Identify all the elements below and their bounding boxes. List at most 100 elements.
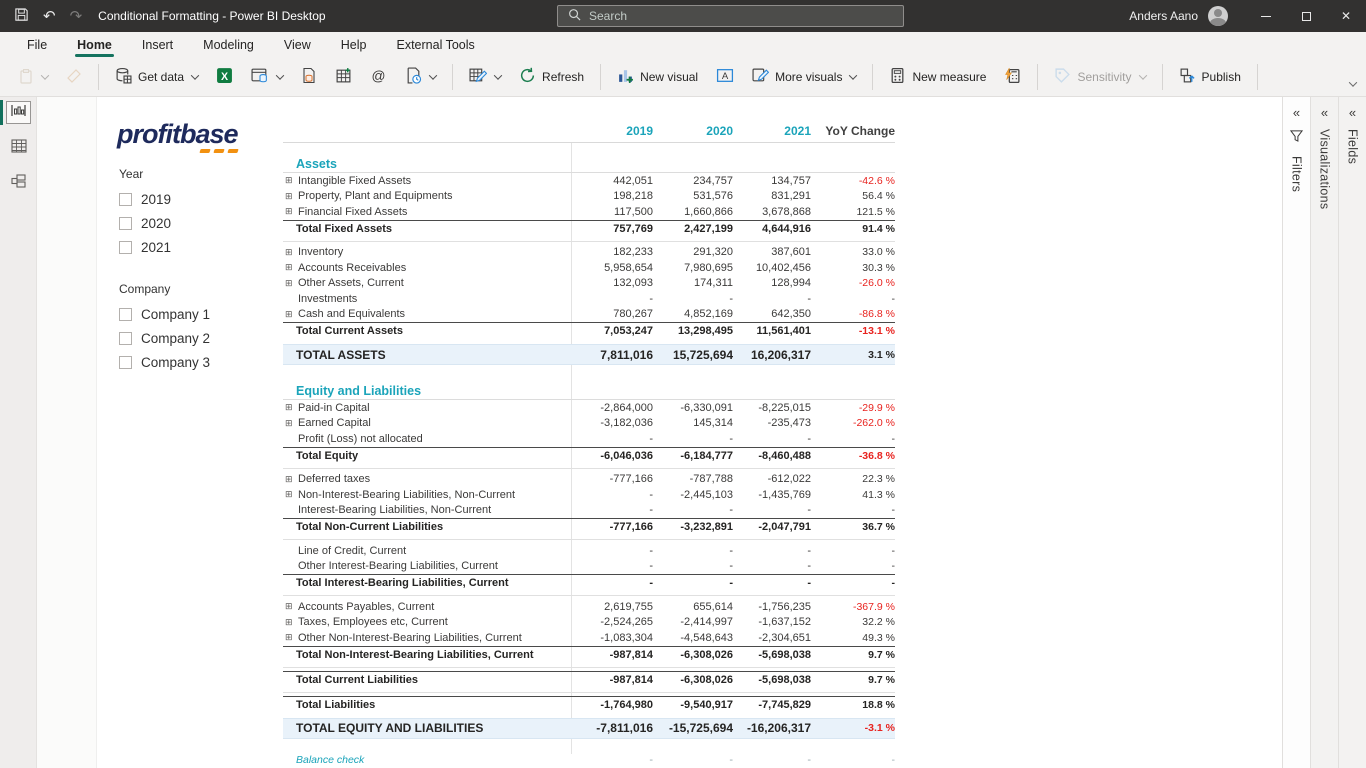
close-button[interactable]: ✕: [1340, 9, 1352, 23]
column-header-yoy-change[interactable]: YoY Change: [825, 124, 895, 138]
matrix-row-other-non-interest-bearing-liabilities-current[interactable]: ⊞ Other Non-Interest-Bearing Liabilities,…: [283, 630, 895, 646]
menu-tab-modeling[interactable]: Modeling: [203, 38, 254, 52]
model-view-button[interactable]: [6, 172, 31, 195]
text-box-button[interactable]: A: [708, 62, 742, 92]
user-name[interactable]: Anders Aano: [1129, 9, 1198, 23]
checkbox[interactable]: [119, 355, 132, 369]
matrix-row-total-current-assets[interactable]: Total Current Assets 7,053,247 13,298,495 1…: [283, 322, 895, 339]
matrix-row-line-of-credit-current[interactable]: Line of Credit, Current - - - -: [283, 543, 895, 559]
more-visuals-button[interactable]: More visuals: [744, 62, 864, 92]
expand-visualizations-icon[interactable]: «: [1320, 105, 1329, 120]
matrix-row-non-interest-bearing-liabilities-non-current[interactable]: ⊞ Non-Interest-Bearing Liabilities, Non-C…: [283, 487, 895, 503]
matrix-row-total-fixed-assets[interactable]: Total Fixed Assets 757,769 2,427,199 4,644,…: [283, 219, 895, 237]
search-input[interactable]: [589, 9, 849, 23]
data-hub-button[interactable]: [243, 62, 291, 92]
slicer-option[interactable]: 2019: [119, 187, 269, 211]
checkbox[interactable]: [119, 307, 132, 321]
matrix-row-other-assets-current[interactable]: ⊞ Other Assets, Current 132,093 174,311 128,…: [283, 276, 895, 292]
expand-icon[interactable]: ⊞: [285, 262, 293, 273]
expand-icon[interactable]: ⊞: [285, 308, 293, 319]
matrix-row-taxes-employees-etc-current[interactable]: ⊞ Taxes, Employees etc, Current -2,524,265…: [283, 615, 895, 631]
publish-button[interactable]: Publish: [1171, 62, 1249, 92]
expand-filters-icon[interactable]: «: [1292, 105, 1301, 120]
checkbox[interactable]: [119, 192, 132, 206]
save-icon[interactable]: [14, 7, 29, 26]
menu-tab-help[interactable]: Help: [340, 38, 367, 52]
report-view-button[interactable]: [6, 101, 31, 124]
checkbox[interactable]: [119, 240, 132, 254]
undo-icon[interactable]: ↶: [43, 8, 56, 25]
matrix-row-financial-fixed-assets[interactable]: ⊞ Financial Fixed Assets 117,500 1,660,866 3…: [283, 204, 895, 220]
matrix-row-total-equity[interactable]: Total Equity -6,046,036 -6,184,777 -8,460,4…: [283, 446, 895, 464]
excel-workbook-button[interactable]: X: [208, 62, 241, 92]
matrix-row-property-plant-and-equipments[interactable]: ⊞ Property, Plant and Equipments 198,218 53…: [283, 189, 895, 205]
matrix-row-cash-and-equivalents[interactable]: ⊞ Cash and Equivalents 780,267 4,852,169 642…: [283, 307, 895, 323]
refresh-button[interactable]: Refresh: [511, 62, 592, 92]
enter-data-button[interactable]: [293, 62, 325, 92]
expand-icon[interactable]: ⊞: [285, 632, 293, 643]
slicer-option[interactable]: Company 3: [119, 350, 269, 374]
menu-tab-external-tools[interactable]: External Tools: [396, 38, 475, 52]
expand-icon[interactable]: ⊞: [285, 417, 293, 428]
new-visual-button[interactable]: New visual: [609, 62, 706, 92]
matrix-row-total-liabilities[interactable]: Total Liabilities -1,764,980 -9,540,917 -7,…: [283, 695, 895, 713]
slicer-option[interactable]: 2021: [119, 235, 269, 259]
matrix-row-other-interest-bearing-liabilities-current[interactable]: Other Interest-Bearing Liabilities, Curr…: [283, 559, 895, 575]
slicer-option[interactable]: 2020: [119, 211, 269, 235]
slicer-option[interactable]: Company 1: [119, 302, 269, 326]
matrix-row-total-non-current-liabilities[interactable]: Total Non-Current Liabilities -777,166 -3,…: [283, 518, 895, 535]
search-box[interactable]: [557, 5, 904, 27]
dataverse-button[interactable]: @: [362, 62, 395, 92]
avatar[interactable]: [1208, 6, 1228, 26]
matrix-row-investments[interactable]: Investments - - - -: [283, 291, 895, 307]
matrix-row-paid-in-capital[interactable]: ⊞ Paid-in Capital -2,864,000 -6,330,091 -8,2…: [283, 400, 895, 416]
matrix-row-total-assets[interactable]: TOTAL ASSETS 7,811,016 15,725,694 16,206,31…: [283, 344, 895, 365]
expand-icon[interactable]: ⊞: [285, 489, 293, 500]
menu-tab-insert[interactable]: Insert: [141, 38, 174, 52]
column-header-2021[interactable]: 2021: [784, 124, 811, 138]
matrix-row-intangible-fixed-assets[interactable]: ⊞ Intangible Fixed Assets 442,051 234,757 13…: [283, 173, 895, 189]
expand-icon[interactable]: ⊞: [285, 206, 293, 217]
get-data-button[interactable]: Get data: [107, 62, 206, 92]
expand-fields-icon[interactable]: «: [1348, 105, 1357, 120]
matrix-row-inventory[interactable]: ⊞ Inventory 182,233 291,320 387,601 33.0 %: [283, 245, 895, 261]
checkbox[interactable]: [119, 331, 132, 345]
minimize-button[interactable]: [1246, 0, 1286, 32]
matrix-row-interest-bearing-liabilities-non-current[interactable]: Interest-Bearing Liabilities, Non-Curren…: [283, 503, 895, 519]
fields-pane[interactable]: « Fields: [1338, 97, 1366, 768]
expand-icon[interactable]: ⊞: [285, 402, 293, 413]
column-header-2020[interactable]: 2020: [706, 124, 733, 138]
matrix-row-profit-loss-not-allocated[interactable]: Profit (Loss) not allocated - - - -: [283, 431, 895, 447]
column-header-2019[interactable]: 2019: [626, 124, 653, 138]
recent-sources-button[interactable]: [397, 62, 444, 92]
matrix-row-earned-capital[interactable]: ⊞ Earned Capital -3,182,036 145,314 -235,473…: [283, 416, 895, 432]
quick-measure-button[interactable]: [996, 62, 1029, 92]
collapse-ribbon-button[interactable]: [1348, 74, 1358, 92]
expand-icon[interactable]: ⊞: [285, 277, 293, 288]
menu-tab-home[interactable]: Home: [62, 32, 127, 58]
matrix-row-total-equity-and-liabilities[interactable]: TOTAL EQUITY AND LIABILITIES -7,811,016 -1…: [283, 717, 895, 739]
checkbox[interactable]: [119, 216, 132, 230]
filters-pane[interactable]: « Filters: [1282, 97, 1310, 768]
matrix-row-total-current-liabilities[interactable]: Total Current Liabilities -987,814 -6,308,…: [283, 670, 895, 688]
expand-icon[interactable]: ⊞: [285, 473, 293, 484]
matrix-row-accounts-receivables[interactable]: ⊞ Accounts Receivables 5,958,654 7,980,695 1…: [283, 260, 895, 276]
matrix-row-total-interest-bearing-liabilities-current[interactable]: Total Interest-Bearing Liabilities, Curr…: [283, 574, 895, 591]
menu-tab-view[interactable]: View: [283, 38, 311, 52]
expand-icon[interactable]: ⊞: [285, 175, 293, 186]
slicer-option[interactable]: Company 2: [119, 326, 269, 350]
expand-icon[interactable]: ⊞: [285, 246, 293, 257]
transform-data-button[interactable]: [461, 62, 509, 92]
matrix-row-total-non-interest-bearing-liabilities-current[interactable]: Total Non-Interest-Bearing Liabilities, …: [283, 645, 895, 663]
data-view-button[interactable]: [6, 137, 31, 160]
visualizations-pane[interactable]: « Visualizations: [1310, 97, 1338, 768]
new-measure-button[interactable]: New measure: [881, 62, 994, 92]
dataverse-table-button[interactable]: [327, 62, 360, 92]
maximize-button[interactable]: [1286, 0, 1326, 32]
expand-icon[interactable]: ⊞: [285, 601, 293, 612]
expand-icon[interactable]: ⊞: [285, 190, 293, 201]
menu-tab-file[interactable]: File: [27, 38, 48, 52]
expand-icon[interactable]: ⊞: [285, 616, 293, 627]
matrix-row-deferred-taxes[interactable]: ⊞ Deferred taxes -777,166 -787,788 -612,022 2…: [283, 472, 895, 488]
matrix-row-accounts-payables-current[interactable]: ⊞ Accounts Payables, Current 2,619,755 655,…: [283, 599, 895, 615]
